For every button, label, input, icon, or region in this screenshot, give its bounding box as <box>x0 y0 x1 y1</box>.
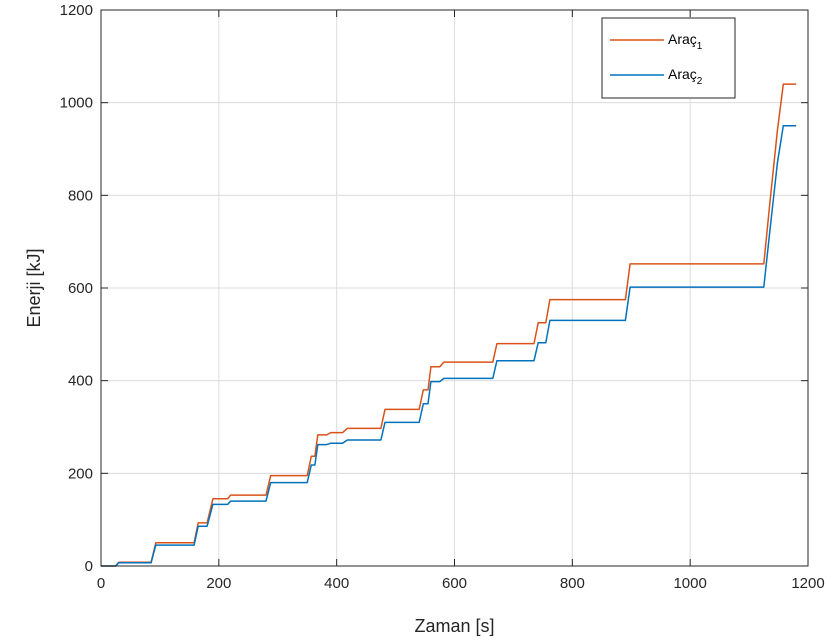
x-tick-label: 800 <box>560 575 585 592</box>
x-tick-label: 400 <box>324 575 349 592</box>
legend-label-1: Araç1 <box>668 31 703 52</box>
x-tick-label: 0 <box>97 575 105 592</box>
tick-marks <box>100 9 809 567</box>
x-tick-label: 600 <box>442 575 467 592</box>
y-tick-label: 1200 <box>60 2 93 19</box>
y-tick-label: 1000 <box>60 95 93 112</box>
legend-label-2: Araç2 <box>668 66 703 87</box>
x-tick-labels: 0 200 400 600 800 1000 1200 <box>97 575 825 592</box>
series-layer <box>101 83 797 567</box>
series-line-1 <box>101 83 797 567</box>
x-tick-label: 1000 <box>673 575 706 592</box>
legend[interactable]: Araç1 Araç2 <box>601 17 736 99</box>
x-axis-label: Zaman [s] <box>414 616 494 636</box>
y-tick-labels: 0 200 400 600 800 1000 1200 <box>60 2 93 575</box>
legend-box <box>601 17 736 99</box>
y-tick-label: 600 <box>68 280 93 297</box>
x-tick-label: 1200 <box>791 575 824 592</box>
y-tick-label: 800 <box>68 187 93 204</box>
y-tick-label: 0 <box>85 558 93 575</box>
y-axis-label: Enerji [kJ] <box>24 248 44 327</box>
series-line-2 <box>101 125 797 567</box>
x-tick-label: 200 <box>206 575 231 592</box>
y-tick-label: 400 <box>68 373 93 390</box>
y-tick-label: 200 <box>68 465 93 482</box>
